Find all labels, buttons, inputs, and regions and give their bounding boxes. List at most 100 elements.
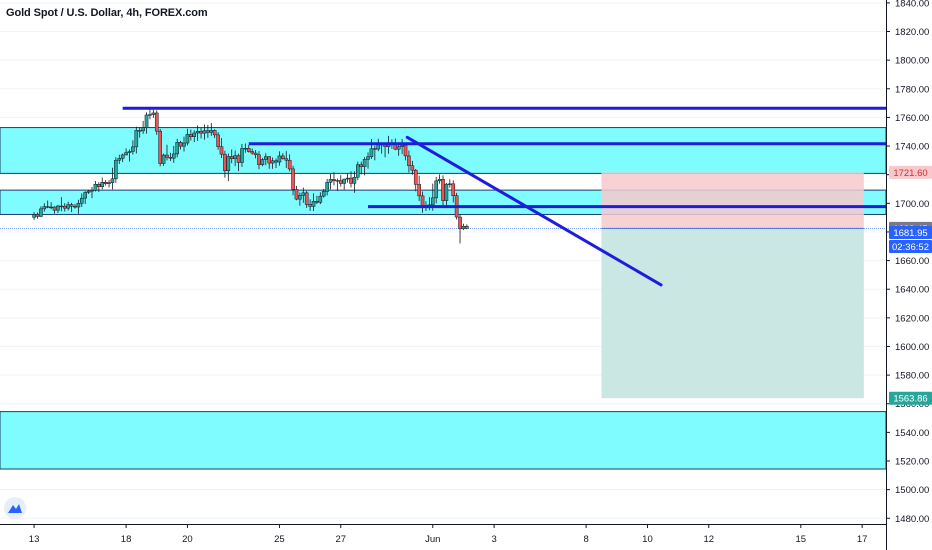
x-tick-label: 10 — [642, 534, 653, 545]
candle-body — [403, 145, 408, 157]
candle-body — [243, 148, 248, 150]
candle-body — [144, 114, 149, 128]
candle-body — [229, 156, 234, 160]
y-tick-label: 1780.00 — [895, 84, 929, 95]
candle-body — [362, 159, 367, 167]
price-tag-bg — [889, 226, 932, 240]
time-axis-bg — [0, 524, 886, 550]
y-tick-label: 1520.00 — [895, 457, 929, 468]
candle-body — [356, 164, 360, 178]
candle-body — [335, 180, 340, 182]
candle — [93, 180, 98, 192]
candle-body — [458, 216, 462, 230]
candle-body — [291, 168, 295, 190]
candle-body — [83, 192, 87, 199]
candle — [328, 173, 333, 190]
candle-body — [103, 182, 108, 184]
candle — [321, 188, 326, 198]
candle — [304, 190, 309, 208]
candle — [444, 182, 449, 209]
candle-body — [264, 156, 268, 160]
candle — [144, 112, 149, 134]
candle — [308, 199, 312, 211]
price-tag-bg — [889, 165, 932, 179]
candle-body — [178, 142, 183, 147]
candle — [451, 180, 456, 203]
candle — [127, 149, 132, 162]
candle-body — [246, 148, 251, 152]
candle — [298, 192, 302, 206]
price-tag: 02:36:52 — [889, 240, 932, 254]
candle-body — [349, 177, 353, 184]
take-profit-zone — [601, 228, 864, 399]
x-tick-label: 17 — [857, 534, 868, 545]
candle-body — [73, 206, 77, 208]
candle-body — [39, 208, 43, 217]
candle-body — [182, 142, 186, 147]
candle-body — [35, 214, 40, 217]
candle — [345, 172, 350, 183]
candle-body — [93, 184, 98, 191]
candle — [229, 149, 234, 164]
y-tick-label: 1560.00 — [895, 399, 929, 410]
short-position-tool[interactable] — [0, 172, 886, 399]
y-tick-label: 1640.00 — [895, 285, 929, 296]
tradingview-logo-icon[interactable] — [4, 497, 26, 519]
candle-body — [199, 131, 203, 134]
candle — [301, 187, 306, 203]
y-tick-label: 1600.00 — [895, 342, 929, 353]
candles — [32, 108, 469, 244]
candle — [240, 144, 244, 167]
candle — [148, 108, 152, 120]
candle — [287, 154, 292, 172]
drawings[interactable] — [122, 106, 886, 287]
zone-1 — [0, 127, 887, 174]
candle — [212, 129, 217, 139]
candle — [56, 204, 60, 214]
candle-body — [260, 159, 265, 165]
candle — [410, 160, 415, 175]
candle — [243, 143, 248, 153]
candle — [373, 145, 377, 161]
candle — [151, 109, 156, 118]
candle-body — [223, 153, 227, 171]
candle-body — [171, 153, 176, 159]
candle-body — [328, 179, 333, 183]
candle-body — [311, 201, 316, 207]
candle-body — [62, 205, 67, 209]
candle — [171, 145, 176, 163]
candle — [182, 136, 186, 152]
candle-body — [308, 204, 312, 207]
candle — [39, 206, 43, 218]
price-tag-bg — [889, 391, 932, 405]
candle-body — [66, 204, 70, 209]
y-tick-label: 1620.00 — [895, 313, 929, 324]
candle — [332, 172, 336, 186]
candle-body — [124, 152, 128, 156]
candle-body — [110, 178, 115, 183]
candle — [76, 199, 81, 214]
candle-body — [158, 130, 162, 164]
candle-body — [461, 225, 466, 230]
candle-body — [396, 146, 401, 150]
candle — [291, 165, 295, 196]
price-tag-label: 02:36:52 — [892, 242, 929, 253]
candle — [185, 128, 190, 146]
candle — [73, 204, 77, 209]
candle — [49, 202, 53, 210]
candle-body — [219, 146, 224, 155]
candle-body — [134, 130, 139, 148]
price-tag-bg — [889, 240, 932, 254]
candle-body — [277, 155, 282, 163]
candle-body — [165, 154, 169, 158]
candle-body — [434, 180, 438, 199]
candle-body — [127, 151, 132, 153]
y-tick-label: 1820.00 — [895, 27, 929, 38]
y-tick-label: 1540.00 — [895, 428, 929, 439]
candle-body — [56, 205, 60, 211]
candle — [216, 132, 220, 150]
candle — [437, 174, 442, 184]
x-tick-label: 27 — [335, 534, 346, 545]
